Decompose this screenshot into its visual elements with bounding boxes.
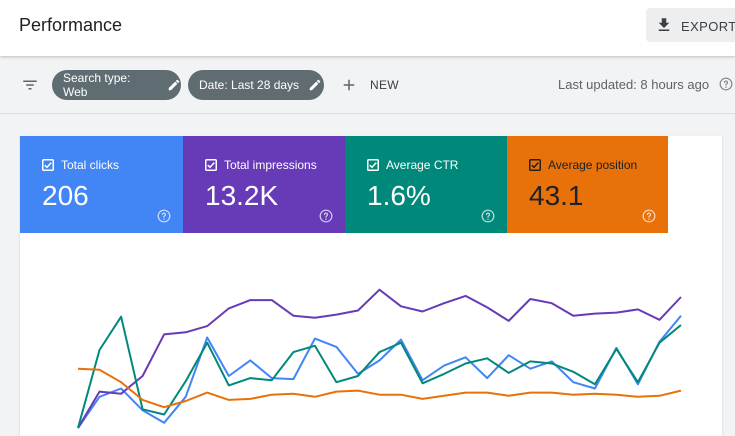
filter-toolbar: Search type: Web Date: Last 28 days NEW …	[0, 56, 735, 114]
plus-icon	[343, 79, 355, 91]
metric-label: Total clicks	[61, 158, 120, 172]
metric-value: 1.6%	[367, 180, 431, 211]
download-icon	[658, 18, 670, 31]
checkbox-checked-icon[interactable]	[367, 159, 379, 171]
metric-tile-total-impressions[interactable]: Total impressions 13.2K	[183, 136, 345, 233]
pencil-icon	[168, 79, 180, 91]
metric-label: Average CTR	[386, 158, 459, 172]
pencil-icon	[309, 79, 321, 91]
chip-label: Date: Last 28 days	[199, 78, 300, 92]
date-filter-chip[interactable]: Date: Last 28 days	[188, 70, 324, 100]
export-button[interactable]: EXPORT	[646, 8, 735, 42]
help-circle-icon[interactable]	[481, 209, 495, 223]
metric-value: 13.2K	[205, 180, 279, 211]
export-label: EXPORT	[681, 19, 735, 34]
help-circle-icon[interactable]	[719, 77, 733, 91]
metric-label: Average position	[548, 158, 638, 172]
new-label: NEW	[370, 78, 399, 92]
help-circle-icon[interactable]	[319, 209, 333, 223]
page-title: Performance	[19, 15, 123, 35]
filter-icon[interactable]	[20, 76, 40, 94]
metric-tile-average-position[interactable]: Average position 43.1	[507, 136, 668, 233]
page-header: Performance EXPORT	[0, 0, 735, 56]
checkbox-checked-icon[interactable]	[205, 159, 217, 171]
new-filter-button[interactable]: NEW	[340, 74, 399, 96]
metric-value: 43.1	[529, 180, 584, 211]
checkbox-checked-icon[interactable]	[529, 159, 541, 171]
chip-label: Search type: Web	[63, 71, 131, 99]
metric-tile-total-clicks[interactable]: Total clicks 206	[20, 136, 183, 233]
performance-chart[interactable]	[20, 254, 722, 436]
metric-value: 206	[42, 180, 89, 211]
series-line-3	[77, 367, 682, 409]
search-type-filter-chip[interactable]: Search type: Web	[52, 70, 181, 100]
last-updated-text: Last updated: 8 hours ago	[558, 77, 710, 92]
help-circle-icon[interactable]	[157, 209, 171, 223]
series-line-1	[77, 288, 682, 429]
series-line-0	[77, 315, 682, 429]
metric-label: Total impressions	[224, 158, 317, 172]
performance-card: Total clicks 206 Total impressions 13.2K…	[20, 136, 722, 436]
metric-tile-average-ctr[interactable]: Average CTR 1.6%	[345, 136, 507, 233]
series-line-2	[77, 315, 682, 429]
help-circle-icon[interactable]	[642, 209, 656, 223]
checkbox-checked-icon[interactable]	[42, 159, 54, 171]
